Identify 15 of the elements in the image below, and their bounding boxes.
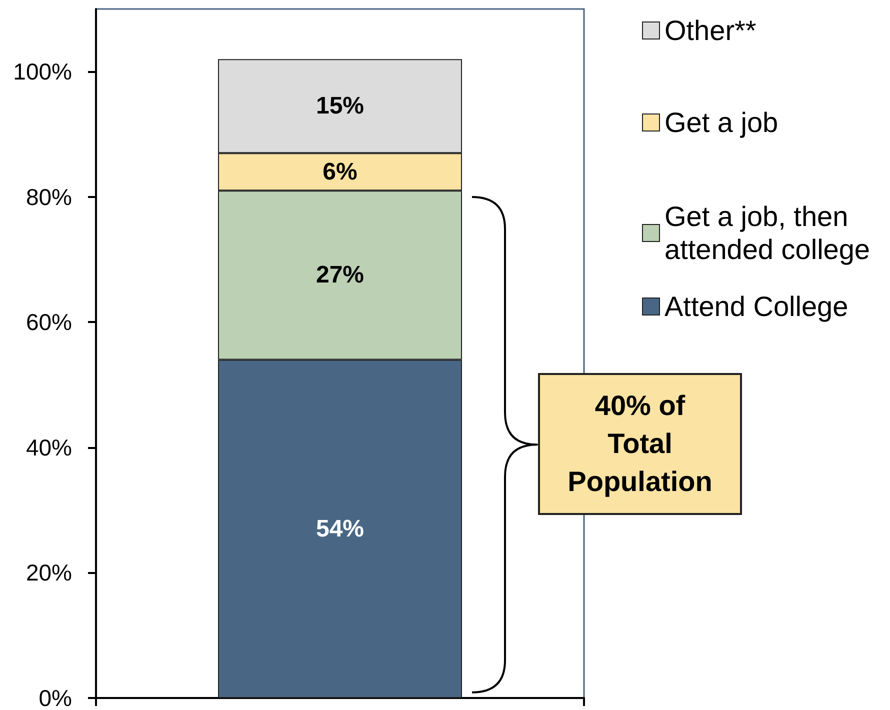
data-label: 6% xyxy=(322,158,358,186)
y-tick-label: 100% xyxy=(13,58,72,85)
y-tick-label: 20% xyxy=(26,560,72,586)
text: 40% of Total Population xyxy=(538,373,742,516)
data-label: 27% xyxy=(316,262,364,289)
y-tick-label: 40% xyxy=(26,434,72,460)
legend-label: Get a job, then attended college xyxy=(664,201,870,265)
legend-label: Get a job xyxy=(664,107,778,138)
legend-label: Other** xyxy=(664,15,756,46)
data-label: 15% xyxy=(316,92,364,120)
y-tick-label: 0% xyxy=(38,685,72,710)
y-tick-label: 80% xyxy=(26,184,72,210)
y-tick-label: 60% xyxy=(26,309,72,336)
legend-label: Attend College xyxy=(664,291,848,322)
data-label: 54% xyxy=(316,515,364,542)
